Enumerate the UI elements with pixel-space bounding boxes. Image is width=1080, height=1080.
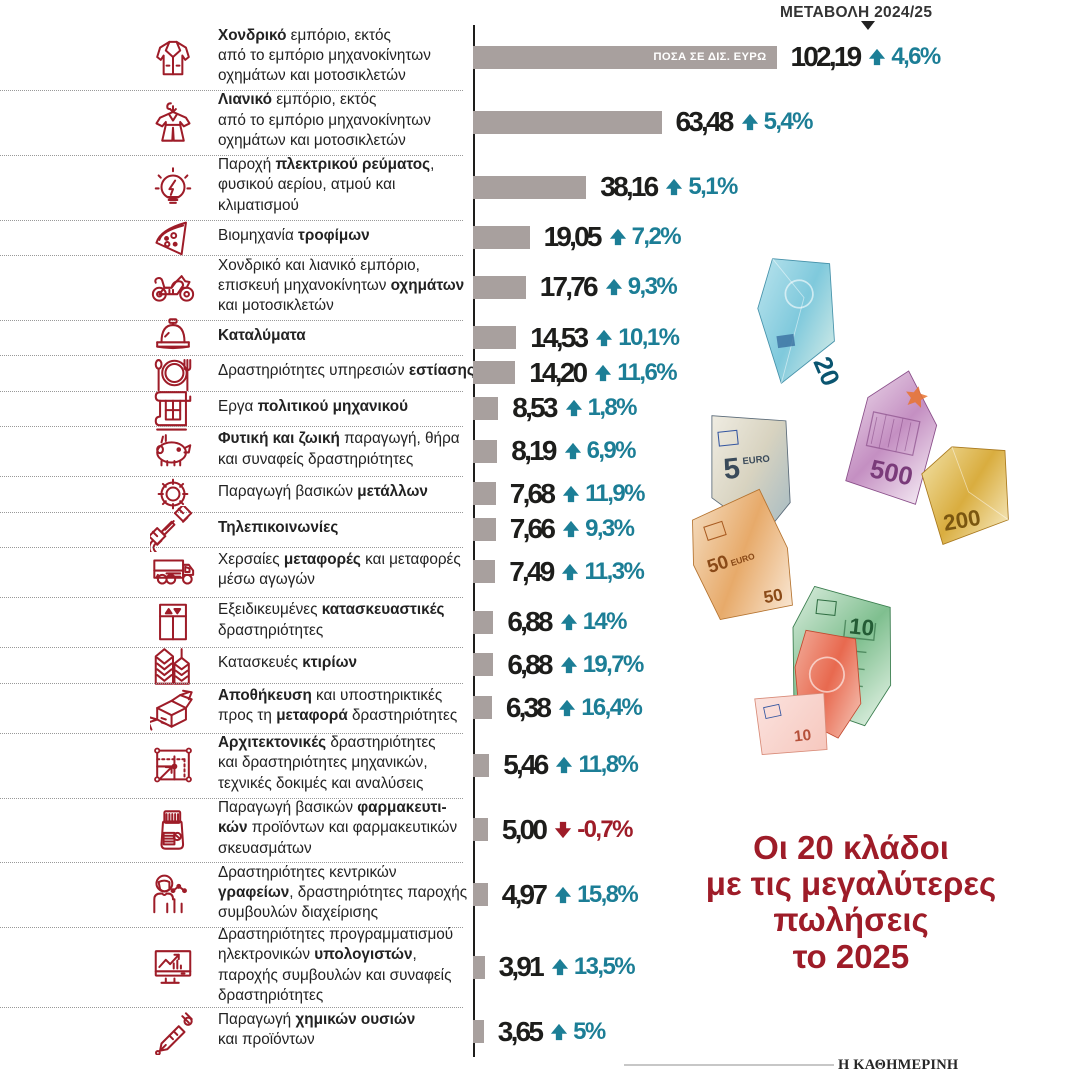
svg-text:10: 10	[793, 727, 812, 746]
svg-text:10: 10	[848, 613, 875, 640]
svg-text:5: 5	[722, 453, 742, 487]
svg-text:50: 50	[762, 584, 784, 607]
